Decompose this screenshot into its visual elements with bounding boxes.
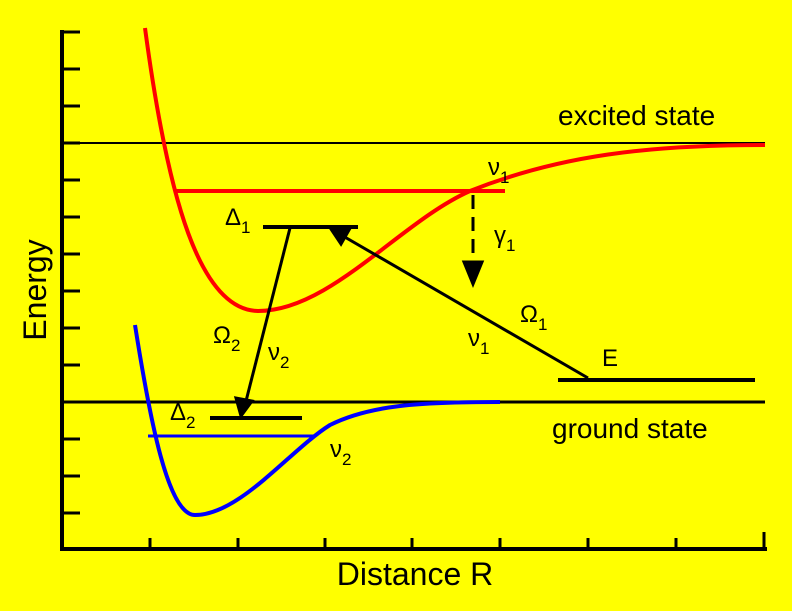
- symbol-label: γ1: [494, 222, 515, 255]
- symbol-label: Δ2: [170, 399, 196, 432]
- y-axis-label: Energy: [17, 239, 53, 340]
- arrowhead: [328, 227, 352, 247]
- symbol-label: Ω1: [520, 301, 547, 334]
- arrowhead: [461, 260, 485, 288]
- symbol-label: Ω2: [213, 322, 240, 355]
- symbol-label: Δ1: [225, 204, 251, 237]
- x-axis-label: Distance R: [337, 556, 494, 592]
- symbol-label: ν1: [468, 325, 489, 358]
- ground-curve: [133, 324, 501, 518]
- x-ticks: [148, 532, 766, 549]
- omega1-arrow: [342, 234, 589, 380]
- symbol-label: ν1: [488, 154, 509, 187]
- excited-state-label: excited state: [558, 100, 715, 131]
- ground-state-label: ground state: [552, 413, 708, 444]
- omega2-arrow: [243, 227, 292, 406]
- arrowhead: [233, 396, 255, 420]
- arrows: [233, 195, 589, 420]
- symbol-label: E: [602, 345, 618, 372]
- symbol-label: ν2: [268, 339, 289, 372]
- levels: [210, 225, 755, 420]
- symbol-label: ν2: [330, 436, 351, 469]
- excited-curve: [143, 27, 766, 314]
